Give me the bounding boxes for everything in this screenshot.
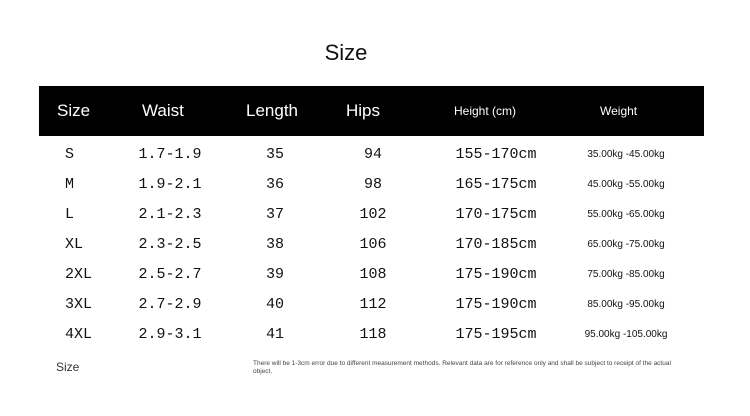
table-cell: 39 — [265, 266, 285, 283]
table-cell: 102 — [359, 206, 387, 223]
table-cell: 170-175cm — [455, 206, 537, 223]
table-cell: S — [65, 146, 75, 163]
table-cell: 170-185cm — [455, 236, 537, 253]
table-cell: 2XL — [65, 266, 93, 283]
table-header: Size Waist Length Hips Height (cm) Weight — [39, 86, 704, 136]
column-header: Waist — [142, 101, 184, 120]
footer-label: Size — [56, 360, 80, 374]
column-header: Weight — [600, 104, 638, 118]
table-row: XL 2.3-2.5 38 106 170-185cm 65.00kg -75.00kg — [0, 230, 750, 260]
table-cell: 155-170cm — [455, 146, 537, 163]
column-header: Size — [57, 101, 91, 120]
table-row: 2XL 2.5-2.7 39 108 175-190cm 75.00kg -85.00kg — [0, 260, 750, 290]
column-header: Length — [246, 101, 298, 120]
table-cell: 38 — [265, 236, 285, 253]
table-cell: 3XL — [65, 296, 93, 313]
table-cell: 175-190cm — [455, 266, 537, 283]
column-header: Height (cm) — [454, 104, 517, 118]
table-cell: 108 — [359, 266, 387, 283]
table-cell: 40 — [265, 296, 285, 313]
table-cell: 4XL — [65, 326, 93, 343]
table-cell: 85.00kg -95.00kg — [587, 299, 665, 310]
table-cell: 175-190cm — [455, 296, 537, 313]
measurement-note: There will be 1-3cm error due to differe… — [253, 360, 671, 375]
table-cell: 75.00kg -85.00kg — [587, 269, 665, 280]
table-cell: 36 — [265, 176, 285, 193]
table-cell: 2.5-2.7 — [138, 266, 202, 283]
table-row: S 1.7-1.9 35 94 155-170cm 35.00kg -45.00kg — [0, 140, 750, 170]
table-cell: 118 — [359, 326, 387, 343]
table-cell: 1.7-1.9 — [138, 146, 202, 163]
table-cell: 35.00kg -45.00kg — [587, 149, 665, 160]
table-cell: 37 — [265, 206, 285, 223]
table-cell: 41 — [265, 326, 285, 343]
table-cell: 95.00kg -105.00kg — [584, 329, 668, 340]
table-cell: 2.9-3.1 — [138, 326, 202, 343]
table-cell: 106 — [359, 236, 387, 253]
table-row: 4XL 2.9-3.1 41 118 175-195cm 95.00kg -105.00k… — [0, 320, 750, 350]
table-cell: 165-175cm — [455, 176, 537, 193]
table-cell: 35 — [265, 146, 285, 163]
table-cell: L — [65, 206, 75, 223]
table-cell: 55.00kg -65.00kg — [587, 209, 665, 220]
table-cell: 175-195cm — [455, 326, 537, 343]
table-cell: XL — [65, 236, 84, 253]
table-cell: 65.00kg -75.00kg — [587, 239, 665, 250]
table-cell: 1.9-2.1 — [138, 176, 202, 193]
table-row: M 1.9-2.1 36 98 165-175cm 45.00kg -55.00kg — [0, 170, 750, 200]
table-cell: M — [65, 176, 75, 193]
table-row: 3XL 2.7-2.9 40 112 175-190cm 85.00kg -95.00kg — [0, 290, 750, 320]
table-cell: 94 — [363, 146, 383, 163]
column-header: Hips — [346, 101, 381, 120]
page-title: Size — [324, 40, 368, 65]
table-cell: 112 — [359, 296, 387, 313]
table-cell: 2.1-2.3 — [138, 206, 202, 223]
table-cell: 45.00kg -55.00kg — [587, 179, 665, 190]
table-row: L 2.1-2.3 37 102 170-175cm 55.00kg -65.00kg — [0, 200, 750, 230]
table-cell: 98 — [363, 176, 383, 193]
table-cell: 2.3-2.5 — [138, 236, 202, 253]
table-cell: 2.7-2.9 — [138, 296, 202, 313]
